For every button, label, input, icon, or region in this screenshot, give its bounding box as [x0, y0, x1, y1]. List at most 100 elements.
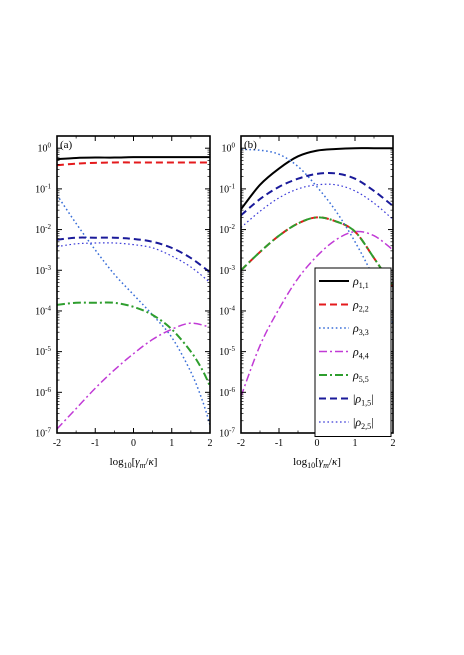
y-tick-base: 10: [38, 144, 48, 155]
y-tick-label: 10-7: [35, 427, 51, 440]
legend-box: [314, 267, 392, 437]
legend-sub: 1,1: [359, 281, 369, 290]
y-tick-base: 10: [219, 225, 229, 236]
y-tick-exp: -5: [229, 345, 235, 353]
y-tick-label: 10-7: [219, 427, 235, 440]
series-line-rho15: [241, 171, 393, 217]
legend-sym: ρ: [352, 345, 359, 359]
x-tick-label: 1: [169, 438, 174, 449]
series-line-rho11: [57, 156, 210, 161]
x-tick-label: 2: [391, 438, 396, 449]
y-tick-label: 10-4: [35, 304, 51, 317]
legend-sym: ρ: [352, 321, 359, 335]
legend-label-rho55: ρ5,5: [352, 368, 369, 384]
y-tick-exp: -4: [229, 304, 235, 312]
legend-sym: ρ: [354, 392, 361, 406]
legend: ρ1,1ρ2,2ρ3,3ρ4,4ρ5,5|ρ1,5||ρ2,5|: [314, 267, 392, 437]
y-tick-exp: -7: [229, 427, 235, 435]
series-group: [57, 156, 210, 430]
x-title-log: log: [293, 456, 308, 468]
legend-sub: 5,5: [359, 375, 369, 384]
x-tick-label: -1: [275, 438, 283, 449]
series-line-rho25: [57, 242, 210, 283]
y-tick-exp: -6: [45, 386, 51, 394]
y-tick-base: 10: [219, 184, 229, 195]
y-tick-label: 10-6: [35, 386, 51, 399]
legend-sym: ρ: [354, 415, 361, 429]
y-tick-exp: -5: [45, 345, 51, 353]
x-axis-title: log10[γm/κ]: [293, 456, 341, 470]
y-tick-exp: -2: [229, 223, 235, 231]
x-title-gamma-sub: m: [323, 461, 329, 470]
legend-sub: 4,4: [359, 352, 369, 361]
x-title-slash: /: [145, 456, 149, 468]
y-tick-base: 10: [219, 388, 229, 399]
series-line-rho44: [241, 230, 393, 397]
series-line-rho22: [57, 161, 210, 167]
legend-sym: ρ: [352, 368, 359, 382]
legend-label-rho15: |ρ1,5|: [353, 392, 374, 408]
series-line-rho55: [241, 216, 393, 288]
x-tick-label: 0: [315, 438, 320, 449]
y-tick-base: 10: [35, 266, 45, 277]
y-tick-exp: -4: [45, 304, 51, 312]
legend-bar-right: |: [371, 392, 373, 406]
y-tick-label: 10-2: [35, 223, 51, 236]
y-tick-base: 10: [35, 225, 45, 236]
y-tick-label: 10-6: [219, 386, 235, 399]
y-tick-label: 10-4: [219, 304, 235, 317]
x-axis-title: log10[γm/κ]: [110, 456, 158, 470]
y-tick-exp: -7: [45, 427, 51, 435]
y-tick-label: 10-3: [219, 264, 235, 277]
x-tick-label: 2: [208, 438, 213, 449]
legend-label-rho11: ρ1,1: [352, 274, 369, 290]
series-line-rho11: [241, 147, 393, 210]
y-tick-exp: -1: [45, 182, 51, 190]
x-title-sub10: 10: [307, 461, 315, 470]
y-tick-label: 10-5: [35, 345, 51, 358]
x-tick-label: -1: [91, 438, 99, 449]
y-tick-base: 10: [35, 429, 45, 440]
legend-sub: 3,3: [359, 328, 369, 337]
y-tick-base: 10: [219, 306, 229, 317]
legend-label-rho44: ρ4,4: [352, 345, 369, 361]
series-line-rho15: [57, 236, 210, 274]
y-tick-label: 100: [38, 142, 52, 155]
x-title-slash: /: [329, 456, 333, 468]
x-title-kappa: κ: [148, 456, 154, 468]
legend-label-rho25: |ρ2,5|: [353, 415, 374, 431]
y-tick-label: 10-3: [35, 264, 51, 277]
x-tick-label: 1: [353, 438, 358, 449]
x-title-open: [: [132, 456, 136, 468]
x-title-close: ]: [154, 456, 158, 468]
series-line-rho44: [57, 322, 210, 430]
y-tick-label: 10-2: [219, 223, 235, 236]
legend-bar-right: |: [371, 415, 373, 429]
y-tick-exp: 0: [48, 142, 52, 150]
y-tick-label: 100: [222, 142, 236, 155]
y-tick-base: 10: [35, 184, 45, 195]
legend-sym: ρ: [352, 298, 359, 312]
x-tick-label: -2: [53, 438, 61, 449]
y-tick-base: 10: [219, 429, 229, 440]
series-line-rho55: [57, 301, 210, 387]
y-tick-base: 10: [35, 347, 45, 358]
x-title-kappa: κ: [332, 456, 338, 468]
x-tick-label: -2: [237, 438, 245, 449]
plot-frame: [56, 135, 211, 434]
series-line-rho25: [241, 183, 393, 228]
series-group: [241, 147, 393, 397]
y-tick-label: 10-1: [219, 182, 235, 195]
y-tick-exp: -1: [229, 182, 235, 190]
series-line-rho33: [57, 194, 210, 426]
legend-sym: ρ: [352, 274, 359, 288]
panel-label: (b): [244, 139, 257, 151]
y-tick-exp: -3: [45, 264, 51, 272]
legend-sub: 2,2: [359, 305, 369, 314]
y-tick-base: 10: [222, 144, 232, 155]
x-title-sub10: 10: [124, 461, 132, 470]
series-line-rho33: [241, 148, 393, 324]
